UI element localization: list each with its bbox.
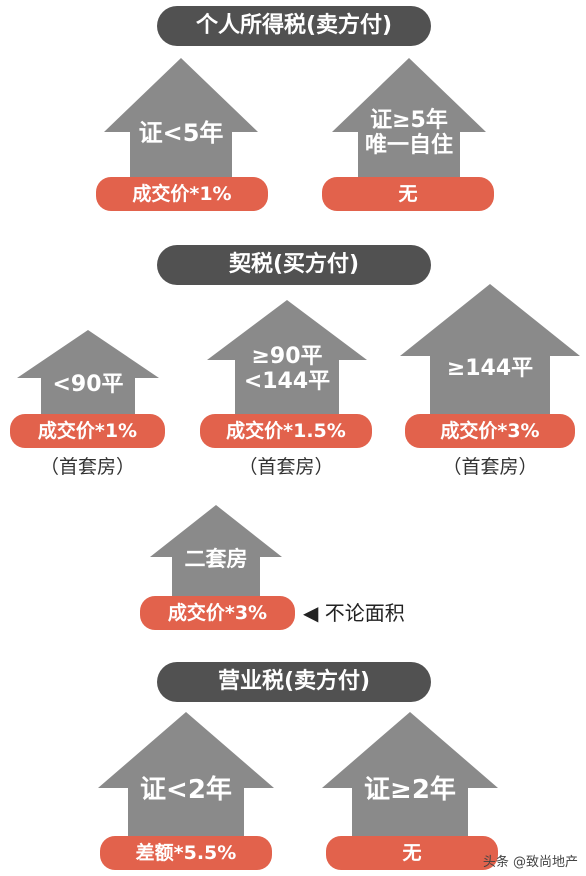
house-over-144-sqm: ≥144平 xyxy=(400,284,580,416)
first-home-note: （首套房） xyxy=(39,456,135,478)
house-label: ≥144平 xyxy=(446,356,534,381)
house-cert-under-2-years: 证<2年 xyxy=(98,712,274,840)
house-cert-under-5-years: 证<5年 xyxy=(104,58,258,180)
rate-badge: 无 xyxy=(322,177,494,211)
first-home-note: （首套房） xyxy=(442,456,538,478)
watermark: 头条 @致尚地产 xyxy=(482,855,578,870)
house-label-line2: <144平 xyxy=(243,369,331,395)
rate-badge: 成交价*1% xyxy=(96,177,268,211)
house-label: 证≥5年 唯一自住 xyxy=(332,108,486,159)
house-shape xyxy=(322,712,498,840)
house-label-line1: ≥90平 xyxy=(251,344,323,369)
rate-badge: 成交价*3% xyxy=(140,596,295,630)
house-shape xyxy=(98,712,274,840)
section-title-deed-tax: 契税(买方付) xyxy=(157,245,431,285)
house-label: 证<2年 xyxy=(140,775,232,805)
house-second-home: 二套房 xyxy=(150,505,282,597)
house-cert-2-years-plus: 证≥2年 xyxy=(322,712,498,840)
rate-badge: 成交价*1% xyxy=(10,414,165,448)
regardless-of-area-note: ◀ 不论面积 xyxy=(303,601,405,625)
house-label: ≥90平 <144平 xyxy=(207,344,367,395)
first-home-note: （首套房） xyxy=(238,456,334,478)
house-label: <90平 xyxy=(52,372,124,397)
house-label: 证<5年 xyxy=(138,119,224,147)
house-shape xyxy=(104,58,258,180)
house-shape xyxy=(400,284,580,416)
rate-badge: 无 xyxy=(326,836,498,870)
house-label: 证≥2年 xyxy=(364,775,456,805)
house-shape xyxy=(207,300,367,416)
house-under-90-sqm: <90平 xyxy=(17,330,159,416)
house-label-line2: 唯一自住 xyxy=(364,133,453,159)
house-label: 二套房 xyxy=(184,547,248,571)
section-title-income-tax: 个人所得税(卖方付) xyxy=(157,6,431,46)
section-title-business-tax: 营业税(卖方付) xyxy=(157,662,431,702)
rate-badge: 成交价*1.5% xyxy=(200,414,372,448)
house-label-line1: 证≥5年 xyxy=(370,108,448,133)
rate-badge: 差额*5.5% xyxy=(100,836,272,870)
house-shape xyxy=(332,58,486,180)
house-shape xyxy=(150,505,282,597)
house-cert-5-years-sole-home: 证≥5年 唯一自住 xyxy=(332,58,486,180)
house-90-to-144-sqm: ≥90平 <144平 xyxy=(207,300,367,416)
rate-badge: 成交价*3% xyxy=(405,414,575,448)
house-shape xyxy=(17,330,159,416)
